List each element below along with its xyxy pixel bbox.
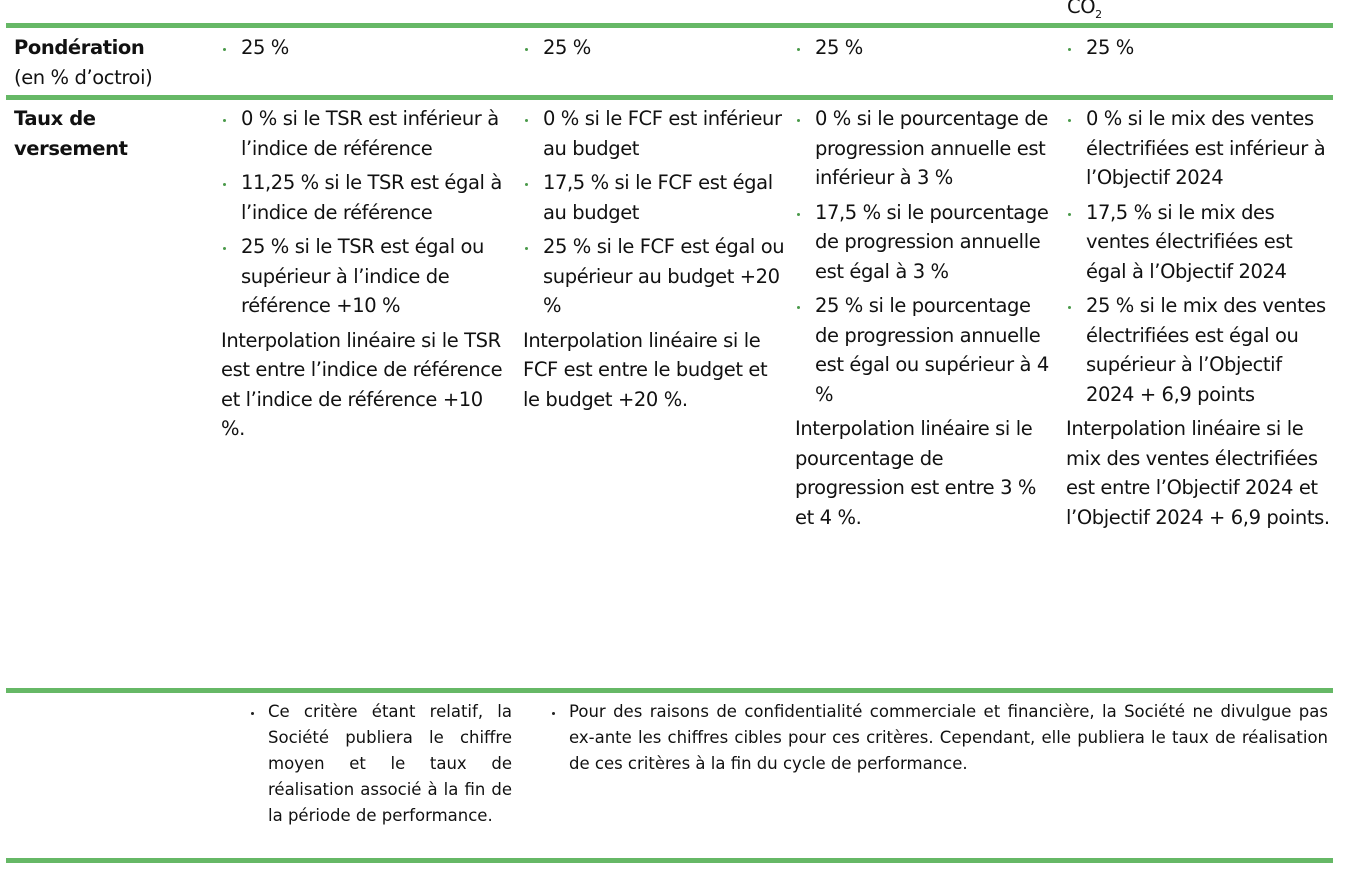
- table-rule-mid: [6, 95, 1333, 100]
- note-confidentiality: Pour des raisons de confidentialité comm…: [550, 699, 1328, 782]
- row-weighting-label: Pondération (en % d’octroi): [14, 33, 204, 92]
- weighting-value-4: 25 %: [1066, 33, 1332, 63]
- payout-col4-note: Interpolation linéaire si le mix des ven…: [1066, 417, 1330, 529]
- payout-label-line1: Taux de: [14, 107, 96, 130]
- payout-col-4: 0 % si le mix des ventes électrifiées es…: [1066, 104, 1332, 532]
- payout-col3-note: Interpolation linéaire si le pourcentage…: [795, 417, 1037, 529]
- weighting-col-2: 25 %: [523, 33, 783, 68]
- table-rule-top: [6, 23, 1333, 28]
- payout-col-3: 0 % si le pourcentage de progression ann…: [795, 104, 1057, 532]
- payout-col1-bullet-3: 25 % si le TSR est égal ou supérieur à l…: [221, 232, 511, 321]
- payout-col1-bullet-1: 0 % si le TSR est inférieur à l’indice d…: [221, 104, 511, 163]
- payout-col-2: 0 % si le FCF est inférieur au budget 17…: [523, 104, 785, 414]
- weighting-col-4: 25 %: [1066, 33, 1332, 68]
- payout-label-line2: versement: [14, 136, 128, 160]
- payout-col1-bullet-2: 11,25 % si le TSR est égal à l’indice de…: [221, 168, 511, 227]
- weighting-sublabel: (en % d’octroi): [14, 65, 153, 89]
- payout-col4-bullet-1: 0 % si le mix des ventes électrifiées es…: [1066, 104, 1332, 193]
- payout-col4-bullet-2: 17,5 % si le mix des ventes électrifiées…: [1066, 198, 1332, 287]
- payout-col2-note: Interpolation linéaire si le FCF est ent…: [523, 328, 768, 411]
- table-rule-bottom: [6, 858, 1333, 863]
- header-co2-fragment: CO2: [1067, 0, 1102, 21]
- note-relative-text: Ce critère étant relatif, la Société pub…: [249, 699, 512, 829]
- note-confidential-text: Pour des raisons de confidentialité comm…: [550, 699, 1328, 777]
- payout-col2-bullet-2: 17,5 % si le FCF est égal au budget: [523, 168, 785, 227]
- row-payout-label: Taux de versement: [14, 104, 204, 163]
- weighting-col-3: 25 %: [795, 33, 1057, 68]
- payout-col2-bullet-1: 0 % si le FCF est inférieur au budget: [523, 104, 785, 163]
- weighting-value-3: 25 %: [795, 33, 1057, 63]
- payout-col3-bullet-1: 0 % si le pourcentage de progression ann…: [795, 104, 1057, 193]
- payout-col4-bullet-3: 25 % si le mix des ventes électrifiées e…: [1066, 291, 1332, 409]
- payout-col3-bullet-2: 17,5 % si le pourcentage de progression …: [795, 198, 1057, 287]
- payout-col2-bullet-3: 25 % si le FCF est égal ou supérieur au …: [523, 232, 785, 321]
- weighting-col-1: 25 %: [221, 33, 511, 68]
- payout-col1-note: Interpolation linéaire si le TSR est ent…: [221, 328, 503, 441]
- weighting-value-1: 25 %: [221, 33, 511, 63]
- table-rule-lower: [6, 688, 1333, 693]
- payout-col3-bullet-3: 25 % si le pourcentage de progression an…: [795, 291, 1057, 409]
- payout-col-1: 0 % si le TSR est inférieur à l’indice d…: [221, 104, 511, 444]
- note-relative-criterion: Ce critère étant relatif, la Société pub…: [249, 699, 512, 834]
- weighting-label: Pondération: [14, 36, 145, 59]
- weighting-value-2: 25 %: [523, 33, 783, 63]
